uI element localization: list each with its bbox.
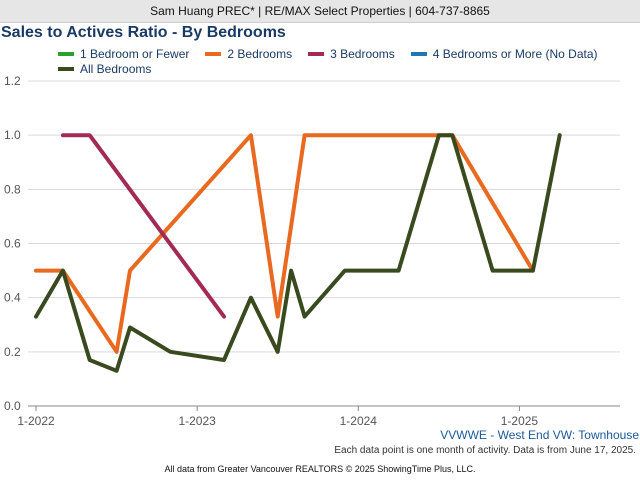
legend-label-two-bed: 2 Bedrooms: [227, 46, 293, 61]
legend-row-2: All Bedrooms: [58, 61, 628, 76]
y-tick-label: 0.6: [4, 237, 21, 251]
legend-swatch-three-bed: [308, 51, 325, 56]
series-line-all-bed: [34, 133, 562, 373]
legend-swatch-one-bed: [58, 51, 74, 56]
legend-label-one-bed: 1 Bedroom or Fewer: [80, 46, 190, 61]
legend-swatch-two-bed: [205, 51, 222, 56]
legend-item-one-bed[interactable]: 1 Bedroom or Fewer: [58, 47, 189, 61]
legend-swatch-all-bed: [58, 66, 74, 71]
chart-title: Sales to Actives Ratio - By Bedrooms: [1, 24, 286, 41]
legend-label-four-bed: 4 Bedrooms or More (No Data): [432, 46, 598, 61]
chart-subtitle: VVWWE - West End VW: Townhouse: [440, 428, 639, 442]
agent-header-bar: Sam Huang PREC* | RE/MAX Select Properti…: [0, 0, 640, 23]
agent-header-text: Sam Huang PREC* | RE/MAX Select Properti…: [150, 4, 490, 18]
legend-label-all-bed: All Bedrooms: [80, 61, 152, 76]
y-tick-label: 0.4: [4, 291, 21, 305]
series-line-three-bed: [60, 133, 226, 319]
y-tick-label: 1.0: [4, 128, 21, 142]
y-tick-label: 0.2: [4, 345, 21, 359]
x-tick-label: 1-2024: [340, 414, 378, 428]
legend-swatch-four-bed: [410, 51, 427, 56]
chart-note: Each data point is one month of activity…: [334, 445, 636, 456]
y-tick-label: 0.8: [4, 182, 21, 196]
legend-item-two-bed[interactable]: 2 Bedrooms: [205, 47, 292, 61]
legend-item-four-bed[interactable]: 4 Bedrooms or More (No Data): [410, 46, 598, 61]
y-tick-label: 0.0: [4, 399, 21, 413]
x-tick-label: 1-2023: [178, 414, 216, 428]
series-line-two-bed: [34, 133, 535, 354]
legend-item-three-bed[interactable]: 3 Bedrooms: [308, 47, 395, 61]
data-source-footer: All data from Greater Vancouver REALTORS…: [164, 464, 476, 474]
x-tick-label: 1-2025: [501, 414, 539, 428]
chart-legend: 1 Bedroom or Fewer 2 Bedrooms 3 Bedrooms…: [58, 46, 628, 76]
legend-item-all-bed[interactable]: All Bedrooms: [58, 62, 151, 76]
x-tick-label: 1-2022: [17, 414, 55, 428]
y-tick-label: 1.2: [4, 74, 21, 88]
legend-label-three-bed: 3 Bedrooms: [330, 46, 395, 61]
legend-row-1: 1 Bedroom or Fewer 2 Bedrooms 3 Bedrooms…: [58, 46, 628, 61]
